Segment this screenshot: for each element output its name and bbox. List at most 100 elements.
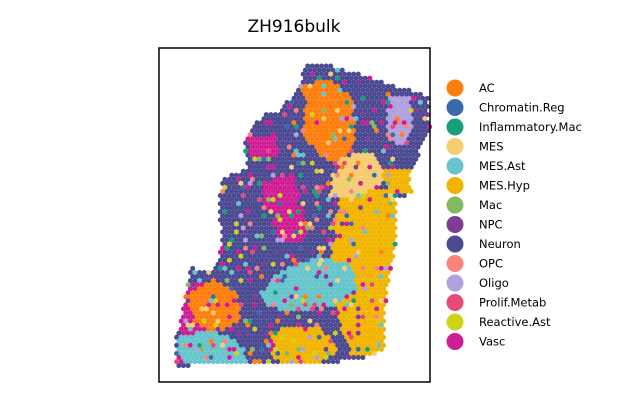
spot (279, 205, 285, 211)
spot (240, 257, 246, 263)
spot (344, 326, 350, 332)
spot (323, 160, 329, 166)
spot (227, 355, 232, 360)
spot (213, 282, 219, 288)
spot (284, 229, 290, 235)
spot (300, 152, 306, 158)
spot (300, 290, 306, 296)
spot (353, 221, 359, 227)
legend-label-neuron: Neuron (479, 237, 521, 251)
spot (259, 249, 265, 255)
spot (217, 217, 223, 223)
spot (390, 100, 396, 105)
spot (261, 189, 267, 194)
spot (240, 176, 246, 182)
spot (277, 120, 283, 126)
spot (360, 233, 366, 239)
spot (314, 290, 320, 296)
spot (323, 217, 329, 223)
spot (231, 233, 237, 239)
spot (307, 310, 313, 316)
spot (319, 290, 324, 296)
spot (238, 221, 244, 227)
spot (401, 104, 407, 109)
spot (321, 359, 327, 365)
spot (312, 164, 318, 170)
spot (243, 334, 249, 340)
spot (312, 318, 318, 324)
spot (286, 274, 292, 279)
spot (266, 221, 272, 227)
spot (383, 87, 389, 93)
spot (319, 322, 324, 328)
spot (220, 180, 226, 186)
spot (344, 197, 350, 203)
spot (367, 351, 373, 356)
spot (314, 201, 320, 207)
spot (266, 205, 272, 211)
spot (342, 71, 347, 77)
spot (305, 160, 311, 166)
spot (351, 152, 357, 158)
spot (256, 294, 262, 300)
spot (282, 104, 288, 109)
spot (314, 265, 320, 271)
spot (227, 185, 232, 190)
spot (254, 225, 260, 231)
spot (263, 355, 269, 360)
spot (392, 104, 398, 109)
spot (351, 217, 357, 223)
spot (408, 100, 414, 105)
spot (245, 346, 251, 352)
spot (348, 108, 354, 114)
spot (316, 67, 322, 73)
spot (378, 185, 384, 190)
spot (323, 95, 329, 101)
spot (268, 225, 274, 231)
spot (213, 274, 219, 279)
spot (215, 342, 221, 348)
spot (254, 176, 260, 182)
spot (330, 237, 336, 243)
spot (390, 124, 396, 130)
spot (307, 156, 313, 162)
spot (367, 108, 373, 114)
spot (383, 217, 389, 223)
spot (378, 217, 384, 223)
spot (369, 87, 375, 93)
spot (302, 286, 308, 292)
spot (339, 205, 345, 211)
spot (383, 120, 389, 126)
spot (325, 100, 331, 105)
spot (291, 338, 297, 344)
spot (224, 205, 230, 211)
spot (236, 241, 242, 247)
spot (307, 124, 313, 130)
spot (227, 338, 232, 344)
spot (236, 298, 242, 304)
spot (213, 298, 219, 304)
spot (282, 257, 288, 263)
spot (284, 180, 290, 186)
spot (286, 120, 292, 126)
spot (351, 120, 357, 126)
spot (307, 270, 313, 275)
spot (298, 189, 304, 194)
spot (392, 185, 398, 190)
spot (215, 359, 221, 365)
spot (360, 290, 366, 296)
spot (330, 91, 336, 97)
spot (305, 330, 311, 336)
spot (337, 346, 343, 352)
spot (348, 294, 354, 300)
spot (390, 229, 396, 235)
spot (190, 355, 196, 360)
spot (307, 318, 313, 324)
spot (367, 318, 373, 324)
spot (245, 338, 251, 344)
spot (245, 209, 251, 215)
spot (371, 140, 377, 146)
spot (268, 120, 274, 126)
spot (362, 132, 368, 138)
spot (298, 140, 304, 146)
